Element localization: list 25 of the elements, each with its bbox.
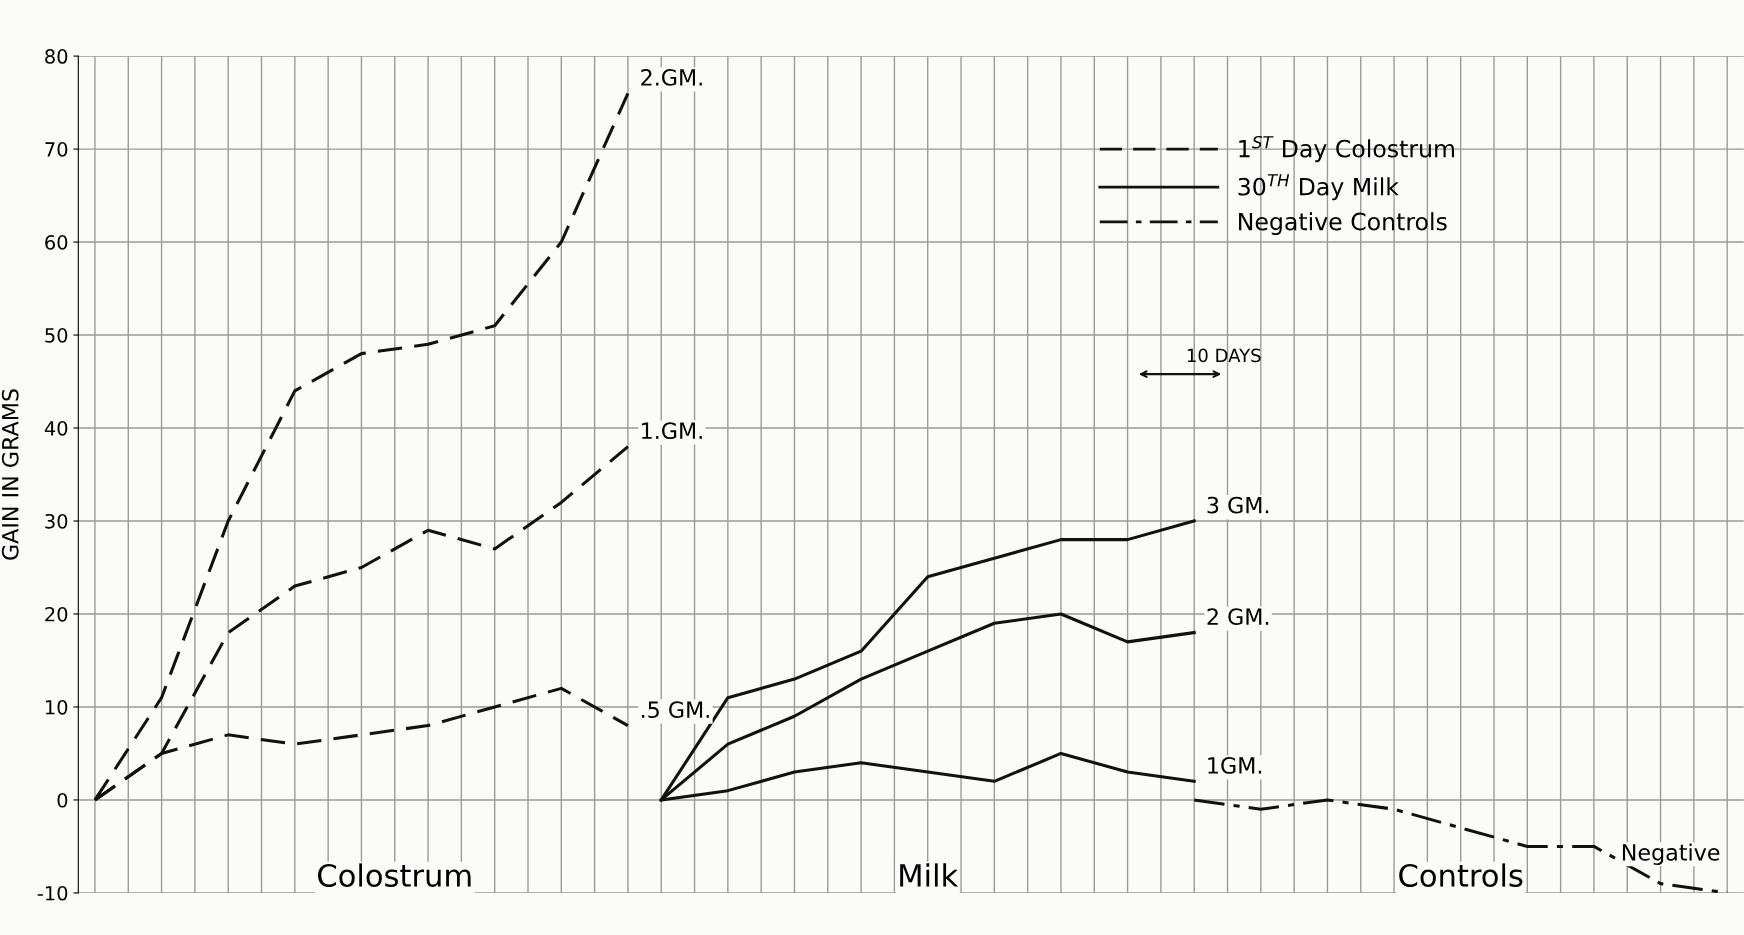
annotation: Negative Controls xyxy=(1239,212,1447,236)
series-label: 1GM. xyxy=(1208,757,1262,774)
y-tick-label: 60 xyxy=(45,235,68,250)
annotation: 30$^{TH}$ Day Milk xyxy=(1238,174,1399,201)
series-label: Negative xyxy=(1622,843,1720,866)
annotation: Milk xyxy=(900,863,959,887)
y-tick-label: 0 xyxy=(57,792,68,808)
series-label: 1.GM. xyxy=(642,422,702,440)
annotation: Colostrum xyxy=(318,863,471,887)
series-label: 2 GM. xyxy=(1207,608,1269,626)
y-tick-label: 70 xyxy=(45,142,68,157)
series-label: 3 GM. xyxy=(1207,496,1269,514)
y-tick-label: 80 xyxy=(45,49,68,64)
y-tick-label: 30 xyxy=(45,513,68,529)
y-tick-label: 10 xyxy=(45,699,68,715)
annotation: 1$^{ST}$ Day Colostrum xyxy=(1239,135,1455,163)
annotation: Controls xyxy=(1399,863,1523,887)
y-tick-label: 40 xyxy=(44,420,68,436)
y-tick-label: 20 xyxy=(45,606,68,622)
y-tick-label: 50 xyxy=(45,328,68,343)
series-label: 2.GM. xyxy=(641,68,702,86)
series-label: .5 GM. xyxy=(641,701,709,719)
y-axis-title: GAIN IN GRAMS xyxy=(1,389,19,560)
annotation: 10 DAYS xyxy=(1187,348,1261,363)
y-tick-label: -10 xyxy=(37,885,68,901)
